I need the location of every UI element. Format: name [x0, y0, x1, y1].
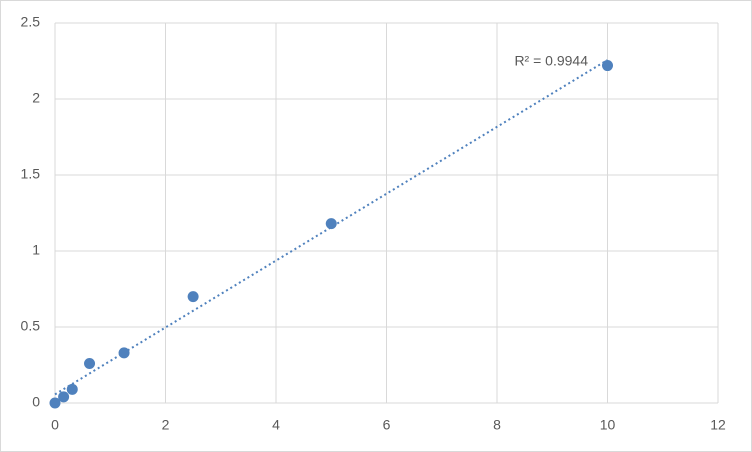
x-tick-label: 8 — [493, 417, 501, 433]
x-tick-label: 10 — [600, 417, 616, 433]
x-tick-label: 4 — [272, 417, 280, 433]
x-tick-label: 12 — [710, 417, 726, 433]
x-tick-label: 2 — [162, 417, 170, 433]
point — [66, 383, 78, 395]
annotation: R² = 0.9944 — [514, 53, 588, 69]
point — [84, 357, 96, 369]
point — [602, 60, 613, 72]
x-tick-label: 0 — [51, 417, 59, 433]
point — [187, 291, 199, 303]
y-tick-label: 2.5 — [21, 14, 41, 30]
y-tick-label: 0.5 — [21, 318, 41, 334]
y-tick-label: 1.5 — [21, 166, 41, 182]
x-tick-label: 6 — [383, 417, 391, 433]
point — [58, 391, 70, 403]
point — [118, 347, 130, 359]
point — [49, 397, 61, 409]
y-tick-label: 1 — [32, 242, 40, 258]
y-tick-label: 0 — [32, 394, 40, 410]
y-tick-label: 2 — [32, 90, 40, 106]
point — [325, 218, 337, 230]
